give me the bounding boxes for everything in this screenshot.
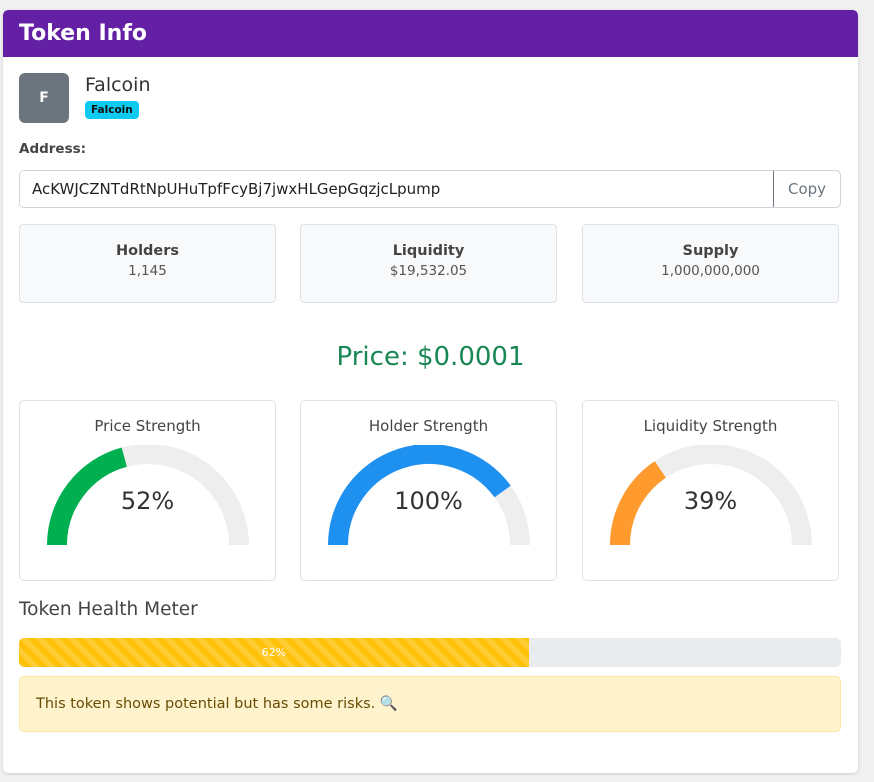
gauge-arc [610,445,812,546]
gauge-value: 52% [120,487,175,515]
gauge-price-strength: Price Strength 52% [19,400,276,581]
copy-button[interactable]: Copy [773,171,840,207]
gauge-fill [610,461,667,546]
address-group: AcKWJCZNTdRtNpUHuTpfFcyBj7jwxHLGepGqzjcL… [19,170,841,208]
gauge-title: Liquidity Strength [643,417,778,435]
stat-liquidity: Liquidity $19,532.05 [300,224,557,303]
gauge-fill [328,445,511,546]
stat-value: 1,000,000,000 [661,263,760,279]
stat-holders: Holders 1,145 [19,224,276,303]
gauge-arc [47,445,249,546]
token-name: Falcoin [85,74,151,96]
gauge-value: 39% [683,487,738,515]
stat-value: $19,532.05 [389,263,468,279]
health-alert: This token shows potential but has some … [19,676,841,732]
gauge-fill [47,447,128,546]
token-identity: F Falcoin Falcoin [19,73,151,123]
stat-supply: Supply 1,000,000,000 [582,224,839,303]
token-avatar: F [19,73,69,123]
gauge-title: Holder Strength [368,417,489,435]
gauge-title: Price Strength [94,417,201,435]
token-info-card: Token Info F Falcoin Falcoin Address: Ac… [3,10,858,773]
gauge-holder-strength: Holder Strength 100% [300,400,557,581]
card-header-title: Token Info [3,10,858,57]
stat-label: Supply [682,243,739,259]
price-text: Price: $0.0001 [336,342,525,372]
gauge-value: 100% [394,487,463,515]
health-progress-bar: 62% [19,638,529,667]
health-meter-title: Token Health Meter [19,599,198,620]
address-input[interactable]: AcKWJCZNTdRtNpUHuTpfFcyBj7jwxHLGepGqzjcL… [20,171,773,207]
stat-value: 1,145 [128,263,167,279]
gauge-liquidity-strength: Liquidity Strength 39% [582,400,839,581]
health-progress: 62% [19,638,841,667]
gauge-arc [328,445,530,546]
token-badge: Falcoin [85,101,139,119]
address-label: Address: [19,141,87,157]
stat-label: Liquidity [392,243,465,259]
stat-label: Holders [115,243,180,259]
